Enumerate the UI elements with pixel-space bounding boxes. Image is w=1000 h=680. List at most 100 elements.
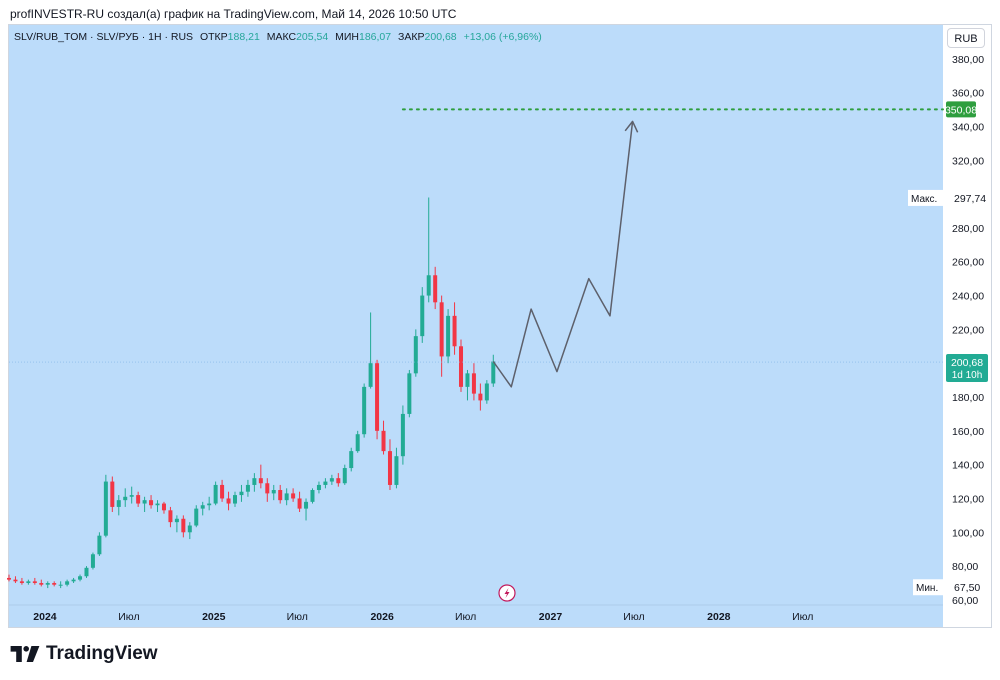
candle[interactable] — [310, 488, 315, 504]
candle[interactable] — [265, 478, 270, 502]
price-axis[interactable] — [943, 25, 991, 627]
candle-body — [181, 518, 186, 533]
candle[interactable] — [439, 295, 444, 377]
y-tick-label: 60,00 — [952, 595, 978, 607]
candle[interactable] — [213, 481, 218, 506]
candle-body — [19, 581, 24, 584]
candle[interactable] — [304, 498, 309, 521]
candle-body — [97, 535, 102, 555]
candle[interactable] — [297, 491, 302, 512]
candle[interactable] — [407, 369, 412, 418]
candle-body — [136, 495, 141, 504]
candle[interactable] — [446, 309, 451, 364]
candle[interactable] — [58, 581, 63, 589]
candle[interactable] — [258, 464, 263, 489]
candle[interactable] — [465, 369, 470, 401]
candle[interactable] — [168, 506, 173, 528]
candle[interactable] — [181, 515, 186, 538]
candle[interactable] — [284, 488, 289, 506]
tradingview-logo[interactable]: TradingView — [10, 643, 158, 665]
candle[interactable] — [187, 522, 192, 540]
candle[interactable] — [342, 464, 347, 485]
candle[interactable] — [65, 579, 70, 587]
candle[interactable] — [329, 474, 334, 485]
candle[interactable] — [375, 359, 380, 440]
candle[interactable] — [291, 488, 296, 502]
event-lightning-icon[interactable] — [498, 584, 516, 602]
candle[interactable] — [233, 491, 238, 507]
candle[interactable] — [200, 501, 205, 516]
candle[interactable] — [323, 478, 328, 489]
candle[interactable] — [452, 302, 457, 355]
candle[interactable] — [368, 312, 373, 389]
candle[interactable] — [355, 430, 360, 453]
candle[interactable] — [26, 579, 31, 585]
candle[interactable] — [110, 476, 115, 512]
candle[interactable] — [484, 380, 489, 404]
candle[interactable] — [362, 383, 367, 438]
candle[interactable] — [116, 495, 121, 516]
currency-button[interactable]: RUB — [947, 28, 985, 48]
candle[interactable] — [349, 447, 354, 472]
candle[interactable] — [491, 354, 496, 387]
candle[interactable] — [194, 505, 199, 528]
candle[interactable] — [420, 287, 425, 343]
candle[interactable] — [136, 491, 141, 507]
candle[interactable] — [220, 479, 225, 502]
candle[interactable] — [71, 577, 76, 584]
candle[interactable] — [271, 484, 276, 501]
candle[interactable] — [459, 339, 464, 392]
candle-body — [52, 583, 57, 585]
candle[interactable] — [52, 581, 57, 587]
candle[interactable] — [97, 532, 102, 556]
candle[interactable] — [103, 474, 108, 538]
candle[interactable] — [155, 500, 160, 512]
plot-area[interactable] — [9, 25, 943, 605]
candle-body — [226, 498, 231, 504]
candle[interactable] — [316, 481, 321, 494]
candle[interactable] — [245, 479, 250, 497]
candle-body — [433, 275, 438, 303]
candle[interactable] — [45, 581, 50, 589]
open-value: 188,21 — [227, 31, 260, 43]
candle[interactable] — [32, 577, 37, 585]
candle-body — [265, 483, 270, 494]
candle-body — [187, 525, 192, 533]
candle[interactable] — [387, 439, 392, 491]
candle[interactable] — [394, 447, 399, 489]
candle-body — [375, 363, 380, 431]
min-label: Мин. — [916, 583, 938, 594]
time-axis[interactable] — [9, 605, 943, 627]
candle[interactable] — [413, 329, 418, 377]
candle[interactable] — [84, 566, 89, 578]
candle[interactable] — [174, 515, 179, 533]
x-tick-label: Июл — [792, 611, 813, 623]
candle[interactable] — [7, 574, 11, 582]
candle[interactable] — [129, 486, 134, 504]
candle[interactable] — [78, 574, 83, 582]
candle[interactable] — [161, 501, 166, 514]
candle[interactable] — [90, 552, 95, 570]
candle[interactable] — [123, 488, 128, 507]
candle[interactable] — [278, 484, 283, 504]
candle[interactable] — [13, 576, 18, 584]
candle[interactable] — [239, 484, 244, 502]
candle[interactable] — [142, 496, 147, 512]
candle[interactable] — [19, 577, 24, 585]
y-tick-label: 220,00 — [952, 324, 984, 336]
candle[interactable] — [39, 579, 44, 587]
candle[interactable] — [252, 473, 257, 492]
candle[interactable] — [426, 197, 431, 303]
candle[interactable] — [226, 491, 231, 511]
candle[interactable] — [381, 420, 386, 455]
candle[interactable] — [471, 363, 476, 401]
candle[interactable] — [207, 496, 212, 511]
candle[interactable] — [433, 266, 438, 310]
candle-body — [194, 508, 199, 526]
candle[interactable] — [336, 473, 341, 487]
candle[interactable] — [400, 405, 405, 465]
candle[interactable] — [149, 495, 154, 509]
candle[interactable] — [478, 383, 483, 411]
min-value: 67,50 — [954, 582, 980, 594]
